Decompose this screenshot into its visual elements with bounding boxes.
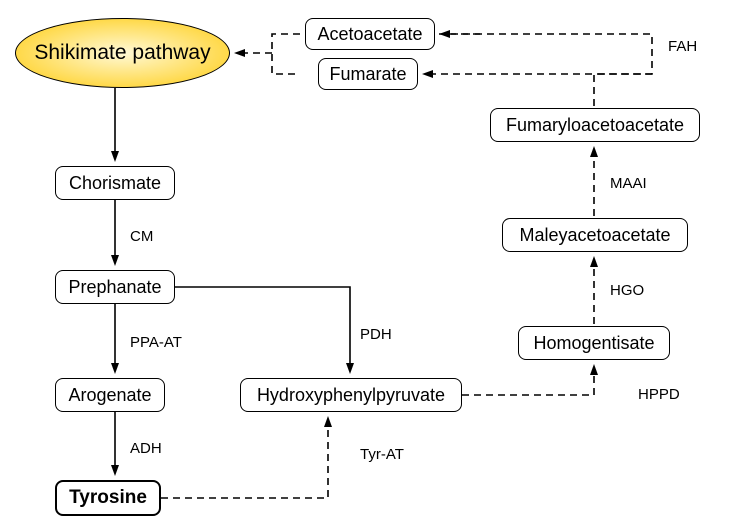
edge-fumaryl-to-fork bbox=[439, 34, 652, 106]
edge-label-fah: FAH bbox=[668, 38, 697, 55]
edge-label-tyr-at: Tyr-AT bbox=[360, 446, 404, 463]
node-acetoacetate: Acetoacetate bbox=[305, 18, 435, 50]
node-arogenate: Arogenate bbox=[55, 378, 165, 412]
node-tyrosine: Tyrosine bbox=[55, 480, 161, 516]
edge-hpp-to-homogentisate bbox=[462, 374, 594, 395]
node-label: Hydroxyphenylpyruvate bbox=[247, 381, 455, 410]
edge-label-adh: ADH bbox=[130, 440, 162, 457]
node-label: Homogentisate bbox=[523, 329, 664, 358]
node-label: Shikimate pathway bbox=[34, 41, 210, 65]
node-label: Tyrosine bbox=[59, 483, 157, 513]
edge-tyrosine-to-hpp bbox=[161, 426, 328, 498]
node-homogentisate: Homogentisate bbox=[518, 326, 670, 360]
edge-label-maai: MAAI bbox=[610, 175, 647, 192]
node-fumarate: Fumarate bbox=[318, 58, 418, 90]
node-label: Acetoacetate bbox=[307, 20, 432, 49]
edge-label-hppd: HPPD bbox=[638, 386, 680, 403]
node-label: Prephanate bbox=[58, 273, 171, 302]
node-chorismate: Chorismate bbox=[55, 166, 175, 200]
node-shikimate-pathway: Shikimate pathway bbox=[15, 18, 230, 88]
node-label: Chorismate bbox=[59, 169, 171, 198]
node-label: Fumarate bbox=[319, 60, 416, 89]
edge-aceto-fum-to-shikimate bbox=[272, 34, 300, 74]
node-prephanate: Prephanate bbox=[55, 270, 175, 304]
node-label: Maleyacetoacetate bbox=[509, 221, 680, 250]
edge-label-cm: CM bbox=[130, 228, 153, 245]
node-maleyacetoacetate: Maleyacetoacetate bbox=[502, 218, 688, 252]
edge-label-ppa-at: PPA-AT bbox=[130, 334, 182, 351]
node-label: Fumaryloacetoacetate bbox=[496, 111, 694, 140]
edge-label-pdh: PDH bbox=[360, 326, 392, 343]
node-label: Arogenate bbox=[58, 381, 161, 410]
node-fumaryloacetoacetate: Fumaryloacetoacetate bbox=[490, 108, 700, 142]
edge-prephanate-to-hpp bbox=[175, 287, 350, 364]
node-hydroxyphenylpyruvate: Hydroxyphenylpyruvate bbox=[240, 378, 462, 412]
edge-label-hgo: HGO bbox=[610, 282, 644, 299]
